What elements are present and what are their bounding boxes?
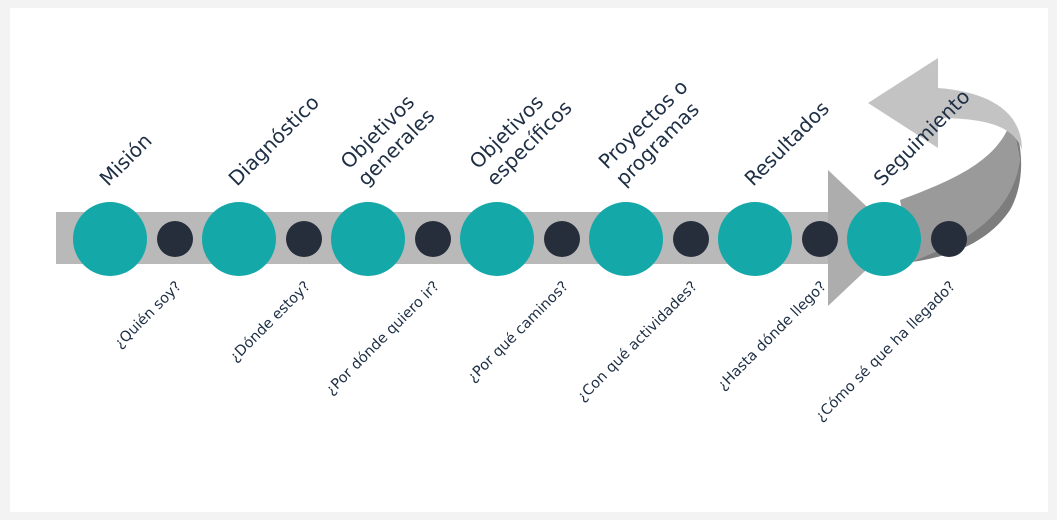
return-arrow-curl-band [900, 118, 1020, 262]
step-circle [718, 202, 792, 276]
step-5: Proyectos oprogramas ¿Con qué actividades… [574, 75, 710, 406]
return-arrow-head [868, 58, 1022, 150]
connector-dot [415, 221, 451, 257]
step-title-line: Resultados [740, 96, 834, 190]
step-title-line: Diagnóstico [224, 90, 324, 190]
step-circle [847, 202, 921, 276]
step-question: ¿Cómo sé que ha llegado? [813, 279, 959, 425]
step-4: Objetivosespecíficos ¿Por qué caminos? [460, 78, 580, 386]
step-circle [331, 202, 405, 276]
return-arrow [868, 58, 1022, 262]
step-title: Objetivosgenerales [336, 87, 440, 191]
step-circle [589, 202, 663, 276]
step-question: ¿Hasta dónde llego? [715, 279, 830, 394]
step-question: ¿Por dónde quiero ir? [323, 279, 443, 399]
step-title: Resultados [740, 96, 834, 190]
connector-dot [157, 221, 193, 257]
step-2: Diagnóstico ¿Dónde estoy? [202, 90, 324, 365]
step-title: Objetivosespecíficos [465, 78, 577, 190]
step-title-line: Misión [95, 129, 157, 191]
step-circle [73, 202, 147, 276]
step-question: ¿Por qué caminos? [465, 279, 572, 386]
step-circle [460, 202, 534, 276]
step-6: Resultados ¿Hasta dónde llego? [715, 96, 838, 394]
step-question: ¿Dónde estoy? [227, 279, 314, 366]
connector-dot [673, 221, 709, 257]
connector-dot [286, 221, 322, 257]
step-question: ¿Con qué actividades? [574, 279, 701, 406]
step-question: ¿Quién soy? [111, 279, 184, 352]
step-3: Objetivosgenerales ¿Por dónde quiero ir? [323, 87, 451, 399]
step-1: Misión ¿Quién soy? [73, 129, 193, 352]
return-arrow-curl-shadow [912, 118, 1022, 262]
step-circle [202, 202, 276, 276]
connector-dot [544, 221, 580, 257]
step-title: Diagnóstico [224, 90, 324, 190]
connector-dot [802, 221, 838, 257]
step-title: Misión [95, 129, 157, 191]
step-title: Proyectos oprogramas [594, 75, 710, 191]
connector-dot [931, 221, 967, 257]
